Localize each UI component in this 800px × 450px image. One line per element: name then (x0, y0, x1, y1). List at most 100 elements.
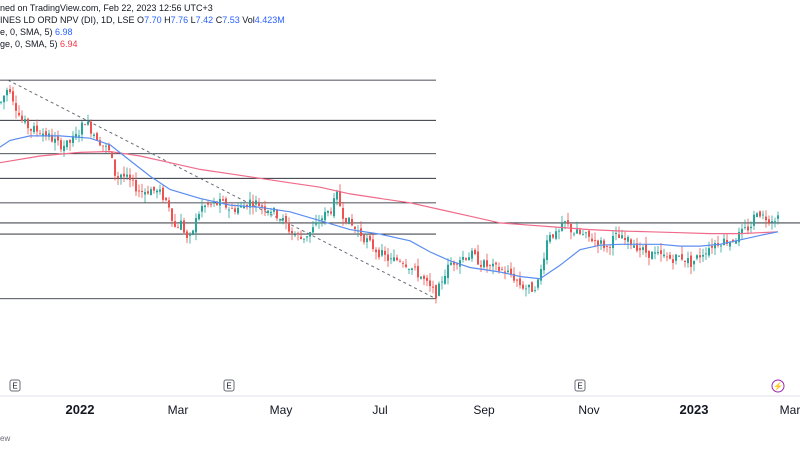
x-tick-label-2: May (270, 403, 293, 417)
candle-30 (90, 119, 92, 138)
candle-66 (198, 211, 200, 221)
candle-6 (18, 105, 20, 117)
candle-58 (174, 213, 176, 228)
candle-16 (48, 129, 50, 141)
candle-2 (6, 87, 8, 102)
candle-227 (681, 246, 683, 261)
earnings-marker-1[interactable]: E (223, 379, 235, 392)
candle-52 (156, 188, 158, 199)
candle-65 (195, 213, 197, 241)
earnings-marker-label: E (12, 382, 17, 391)
candle-94 (282, 214, 284, 225)
candle-105 (315, 214, 317, 227)
candle-255 (765, 210, 767, 228)
candle-124 (372, 232, 374, 252)
candle-212 (636, 237, 638, 253)
x-tick-label-7: Mar (780, 403, 800, 417)
x-tick-label-6: 2023 (680, 402, 709, 417)
candle-111 (333, 193, 335, 219)
x-tick-label-0: 2022 (66, 402, 95, 417)
candle-239 (717, 235, 719, 248)
candle-206 (618, 226, 620, 239)
candle-12 (36, 119, 38, 137)
candle-143 (429, 273, 431, 292)
candle-146 (438, 281, 440, 297)
candle-74 (222, 195, 224, 202)
candle-196 (588, 230, 590, 242)
candle-100 (300, 230, 302, 240)
candle-56 (168, 197, 170, 212)
earnings-marker-0[interactable]: E (9, 379, 21, 392)
candle-11 (33, 122, 35, 134)
candle-160 (480, 260, 482, 273)
candle-195 (585, 231, 587, 239)
candle-130 (390, 252, 392, 264)
candle-253 (759, 210, 761, 219)
candle-178 (534, 286, 536, 293)
ma-legend-fast[interactable]: e, 0, SMA, 5) 6.98 (0, 27, 73, 38)
candle-203 (609, 245, 611, 255)
candle-71 (213, 197, 215, 207)
candle-89 (267, 209, 269, 216)
flash-marker[interactable]: ⚡ (771, 379, 785, 393)
candle-115 (345, 217, 347, 225)
candle-0 (0, 100, 2, 105)
candle-210 (630, 238, 632, 250)
candle-187 (561, 215, 563, 232)
candle-175 (525, 284, 527, 297)
earnings-marker-label: E (226, 382, 231, 391)
candle-173 (519, 271, 521, 289)
candle-230 (690, 251, 692, 275)
candle-208 (624, 231, 626, 246)
candle-247 (741, 224, 743, 240)
close-value: 7.53 (222, 15, 240, 25)
price-chart[interactable]: E E E ⚡ 2022 Mar May Jul Sep Nov 2023 Mar (0, 0, 800, 430)
candle-141 (423, 274, 425, 286)
candle-257 (771, 215, 773, 230)
candle-220 (660, 242, 662, 262)
candle-132 (396, 254, 398, 262)
candle-148 (444, 269, 446, 285)
candle-28 (84, 123, 86, 126)
candle-134 (402, 260, 404, 268)
candle-155 (465, 257, 467, 262)
candle-25 (75, 126, 77, 140)
low-value: 7.42 (195, 15, 214, 25)
candle-184 (552, 234, 554, 240)
candle-197 (591, 233, 593, 243)
open-value: 7.70 (144, 15, 162, 25)
ma-slow-value: 6.94 (60, 39, 78, 49)
candle-133 (399, 258, 401, 263)
candle-68 (204, 204, 206, 213)
candle-4 (12, 86, 14, 106)
candle-181 (543, 252, 545, 275)
x-tick-label-5: Nov (578, 403, 599, 417)
ma-legend-slow[interactable]: ge, 0, SMA, 5) 6.94 (0, 39, 78, 50)
candle-112 (336, 189, 338, 206)
candle-259 (777, 211, 779, 225)
candle-91 (273, 207, 275, 215)
candle-198 (594, 232, 596, 248)
x-tick-label-3: Jul (372, 403, 387, 417)
candle-117 (351, 214, 353, 227)
candle-128 (384, 246, 386, 262)
candle-13 (39, 129, 41, 135)
candle-183 (549, 231, 551, 244)
ma-fast-label: e, 0, SMA, 5) (0, 27, 53, 37)
candle-164 (492, 258, 494, 275)
candle-219 (657, 245, 659, 256)
earnings-marker-2[interactable]: E (574, 379, 586, 392)
candle-169 (507, 265, 509, 274)
candle-29 (87, 114, 89, 126)
candle-92 (276, 208, 278, 222)
candle-14 (42, 128, 44, 142)
candle-158 (474, 248, 476, 256)
candle-232 (696, 254, 698, 261)
candle-222 (666, 252, 668, 262)
candle-144 (432, 280, 434, 294)
candle-64 (192, 229, 194, 236)
candle-194 (582, 229, 584, 236)
candle-59 (177, 224, 179, 229)
ma-fast-line (0, 135, 779, 280)
high-label: H (164, 15, 171, 25)
